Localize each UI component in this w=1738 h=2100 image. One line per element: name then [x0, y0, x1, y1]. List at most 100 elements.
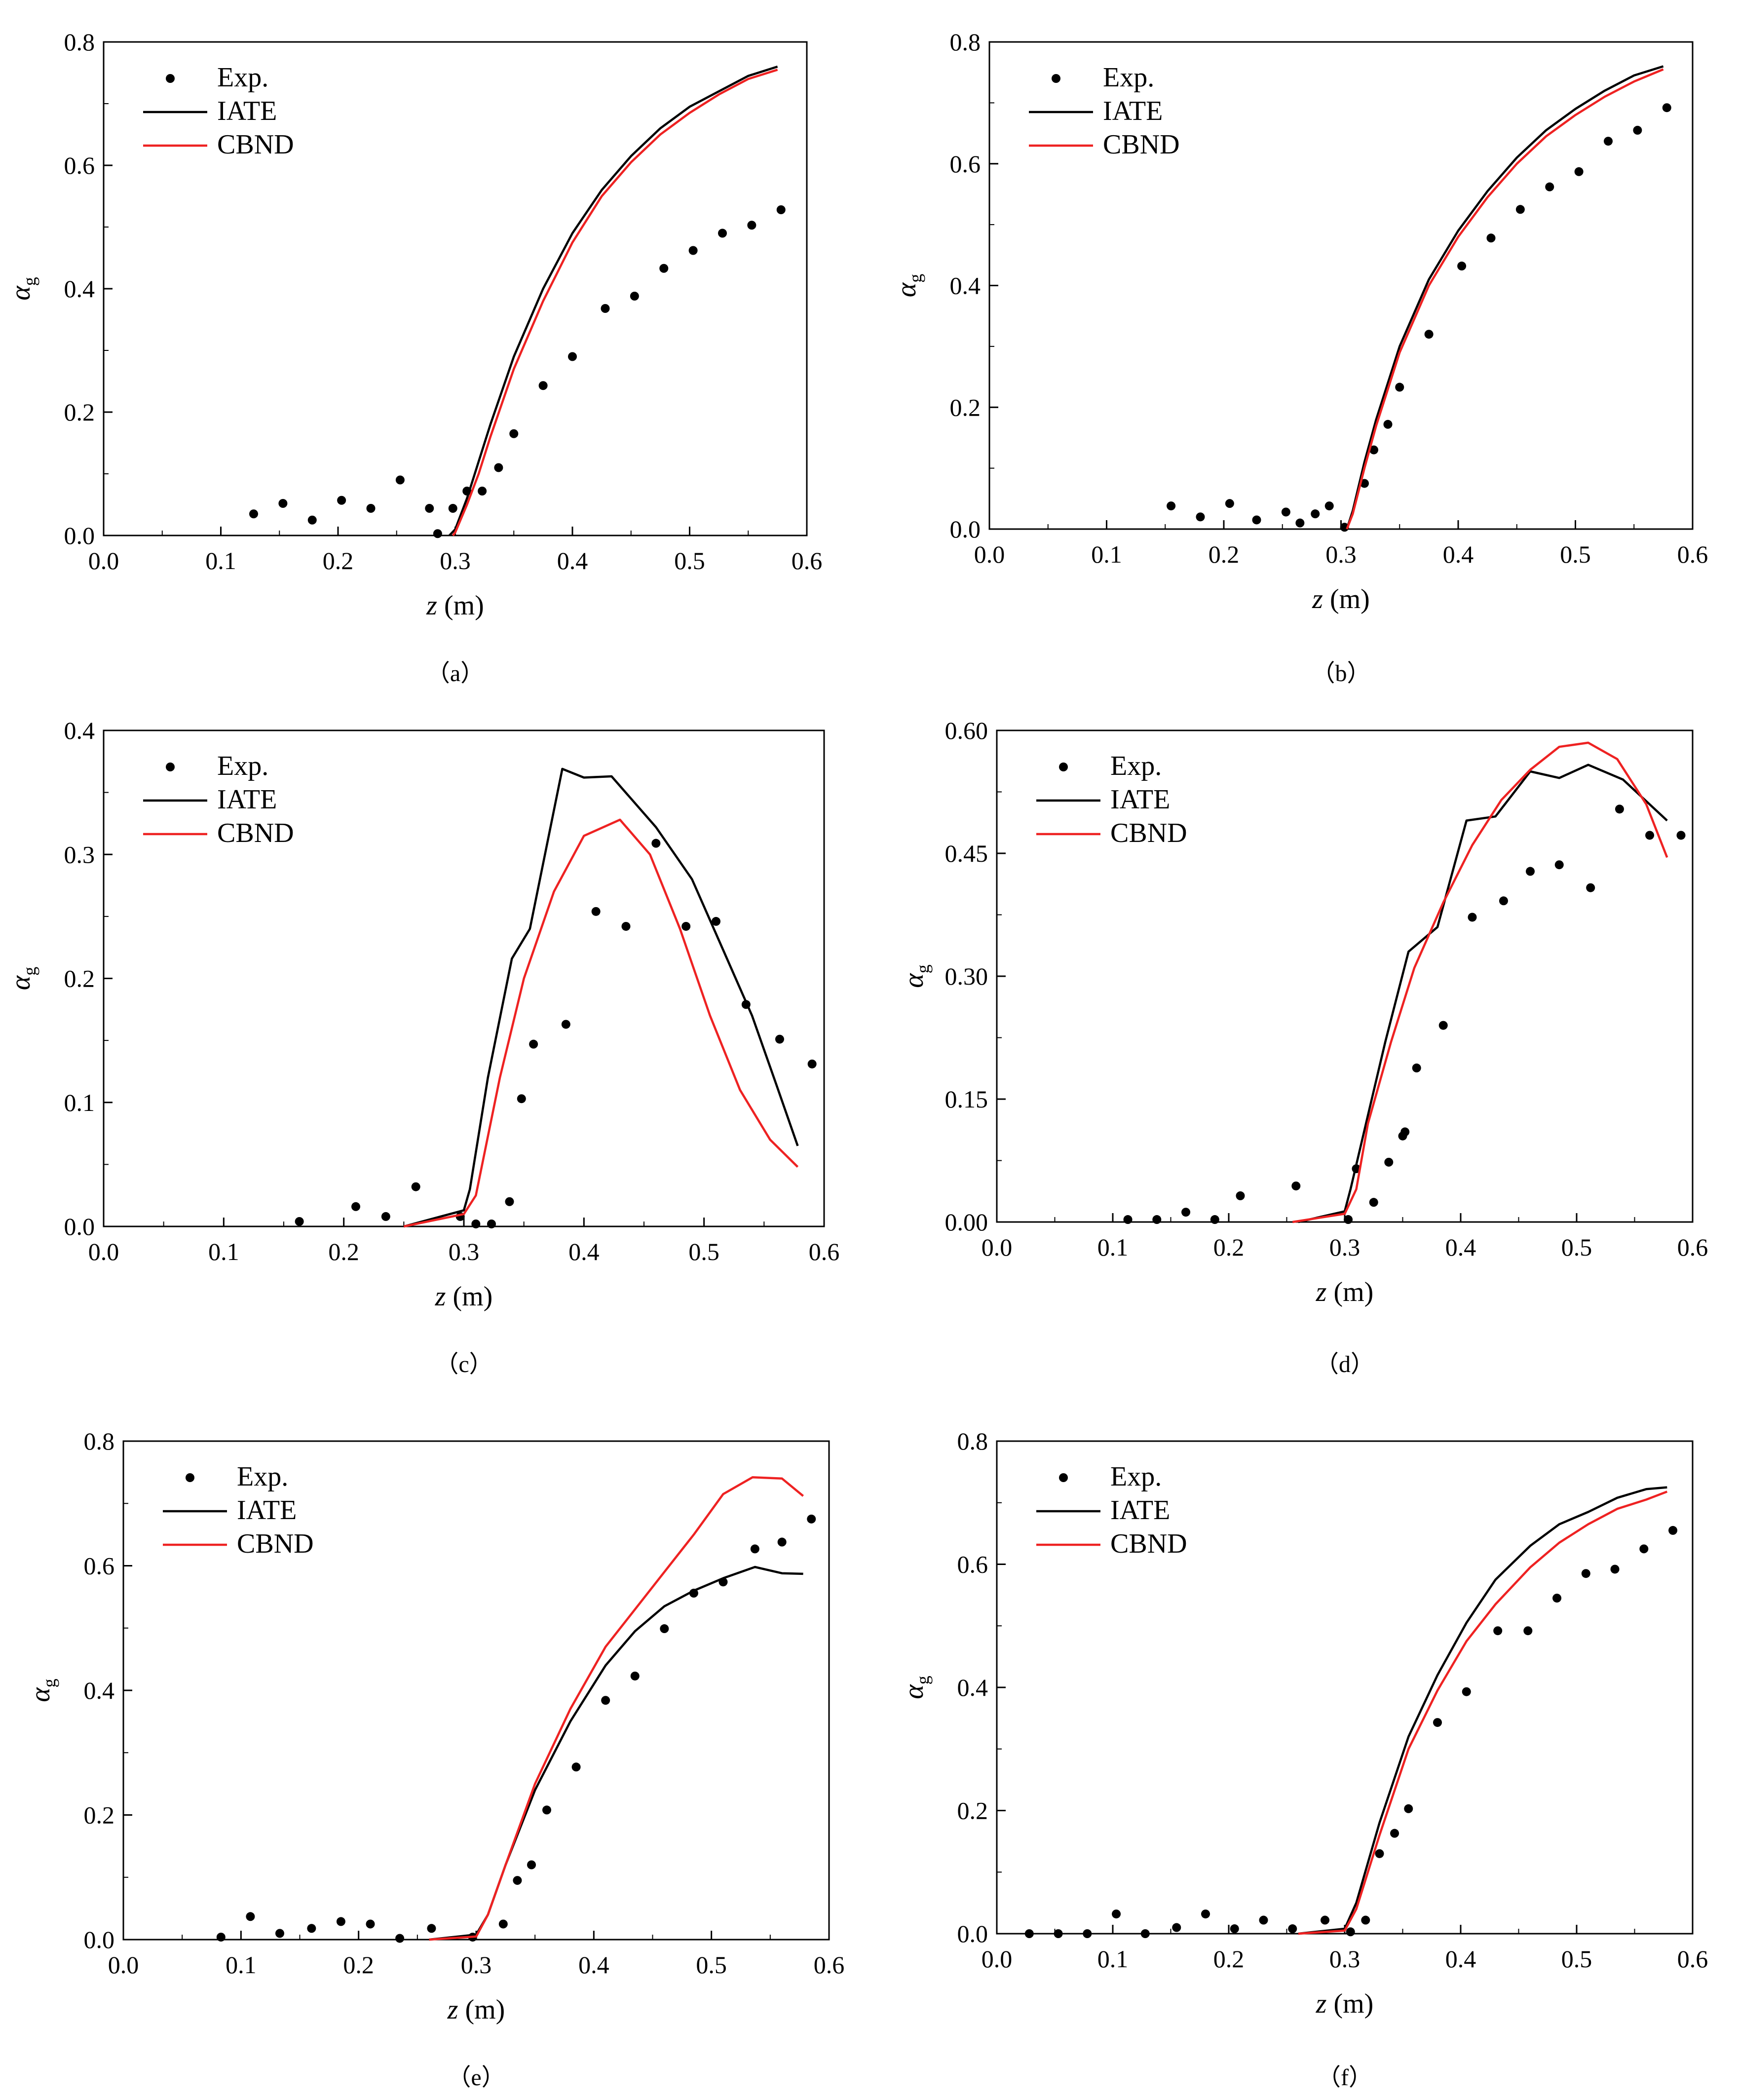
- y-tick-label: 0.4: [64, 717, 95, 744]
- data-point: [1639, 1544, 1649, 1554]
- legend-marker: [166, 74, 175, 83]
- data-point: [1340, 523, 1349, 532]
- data-point: [278, 499, 288, 508]
- x-axis-label: z (m): [447, 1994, 505, 2025]
- chart-panel-f: 0.0 0.1 0.2 0.3 0.4 0.5 0.6 0.0 0.2 0.4 0.6 0.8 z (m…: [899, 1427, 1708, 2091]
- data-point: [1526, 867, 1535, 876]
- data-point: [1581, 1569, 1590, 1578]
- data-point: [1123, 1215, 1133, 1224]
- data-point: [1552, 1594, 1562, 1603]
- series-line-iate: [448, 65, 778, 536]
- y-tick-label: 0.45: [945, 840, 988, 867]
- data-point: [1383, 420, 1393, 429]
- y-axis-label: αg: [899, 1676, 933, 1699]
- legend-label: IATE: [1110, 784, 1170, 815]
- data-point: [659, 264, 669, 273]
- x-tick-label: 0.3: [1329, 1945, 1360, 1973]
- data-point: [1486, 233, 1496, 243]
- y-axis-label: αg: [891, 274, 925, 297]
- data-point: [1083, 1929, 1092, 1938]
- x-tick-label: 0.4: [557, 547, 588, 574]
- data-point: [1311, 509, 1320, 519]
- y-axis-label: αg: [899, 964, 933, 988]
- x-tick-label: 0.2: [343, 1951, 374, 1979]
- series-line-iate: [1298, 764, 1668, 1223]
- data-point: [527, 1860, 536, 1870]
- y-tick-label: 0.15: [945, 1085, 988, 1113]
- data-point: [807, 1514, 816, 1524]
- data-point: [777, 1537, 787, 1547]
- data-point: [1324, 501, 1334, 511]
- data-point: [538, 381, 548, 390]
- x-tick-label: 0.3: [461, 1951, 492, 1979]
- data-point: [1196, 512, 1205, 522]
- series-line-iate: [1346, 65, 1664, 530]
- legend-label: Exp.: [217, 751, 268, 781]
- data-point: [542, 1805, 551, 1815]
- data-point: [630, 292, 639, 301]
- legend-label: Exp.: [1110, 751, 1162, 781]
- chart-panel-c: 0.0 0.1 0.2 0.3 0.4 0.5 0.6 0.0 0.1 0.2 0.3 0.4 z (m…: [5, 717, 839, 1377]
- data-point: [307, 515, 317, 525]
- data-point: [366, 504, 376, 513]
- data-point: [505, 1197, 514, 1206]
- x-tick-label: 0.6: [792, 547, 823, 574]
- data-point: [1499, 896, 1508, 906]
- y-tick-label: 0.6: [64, 152, 95, 179]
- legend-label: CBND: [217, 129, 294, 160]
- y-tick-label: 0.30: [945, 962, 988, 990]
- data-point: [448, 504, 457, 513]
- legend-marker: [1052, 74, 1060, 83]
- data-point: [1201, 1909, 1210, 1919]
- data-point: [1181, 1208, 1191, 1217]
- y-axis-label: αg: [5, 967, 39, 990]
- y-tick-label: 0.6: [957, 1551, 988, 1578]
- x-tick-label: 0.4: [568, 1238, 600, 1265]
- x-tick-label: 0.0: [974, 540, 1005, 568]
- data-point: [1230, 1924, 1239, 1934]
- x-tick-label: 0.4: [578, 1951, 609, 1979]
- data-point: [1438, 1021, 1448, 1030]
- panel-caption: （c）: [435, 1351, 492, 1377]
- legend-label: Exp.: [1110, 1461, 1162, 1492]
- x-tick-label: 0.6: [1677, 1945, 1708, 1973]
- x-tick-label: 0.1: [1097, 1945, 1129, 1973]
- legend-label: Exp.: [217, 62, 268, 93]
- x-axis-label: z (m): [435, 1281, 493, 1312]
- data-point: [478, 487, 487, 496]
- panel-caption: （b）: [1311, 660, 1370, 687]
- legend-label: CBND: [1110, 1528, 1187, 1559]
- x-tick-label: 0.5: [1560, 540, 1591, 568]
- series-line-iate: [429, 1565, 803, 1941]
- data-point: [395, 475, 405, 485]
- data-point: [366, 1919, 375, 1929]
- legend-marker: [1059, 763, 1068, 771]
- data-point: [1288, 1924, 1297, 1934]
- data-point: [487, 1219, 496, 1228]
- legend-label: IATE: [1110, 1495, 1170, 1526]
- data-point: [571, 1762, 581, 1772]
- data-point: [1225, 499, 1234, 508]
- data-point: [1281, 507, 1290, 517]
- x-tick-label: 0.0: [88, 547, 119, 574]
- x-axis-label: z (m): [1312, 584, 1370, 614]
- data-point: [509, 429, 519, 438]
- data-point: [568, 352, 577, 361]
- x-tick-label: 0.3: [1325, 540, 1357, 568]
- y-axis-label: αg: [5, 277, 39, 300]
- data-point: [1384, 1157, 1394, 1167]
- legend-label: CBND: [1103, 129, 1180, 160]
- data-point: [1369, 445, 1378, 455]
- series-line-cbnd: [452, 69, 778, 536]
- y-tick-label: 0.4: [64, 275, 95, 303]
- data-point: [688, 246, 698, 255]
- series-line-cbnd: [1346, 68, 1664, 530]
- panel-caption: （f）: [1317, 2064, 1372, 2091]
- data-point: [529, 1039, 538, 1049]
- y-tick-label: 0.2: [64, 398, 95, 426]
- data-point: [275, 1929, 284, 1938]
- data-point: [513, 1876, 522, 1885]
- x-tick-label: 0.0: [108, 1951, 139, 1979]
- x-tick-label: 0.1: [205, 547, 236, 574]
